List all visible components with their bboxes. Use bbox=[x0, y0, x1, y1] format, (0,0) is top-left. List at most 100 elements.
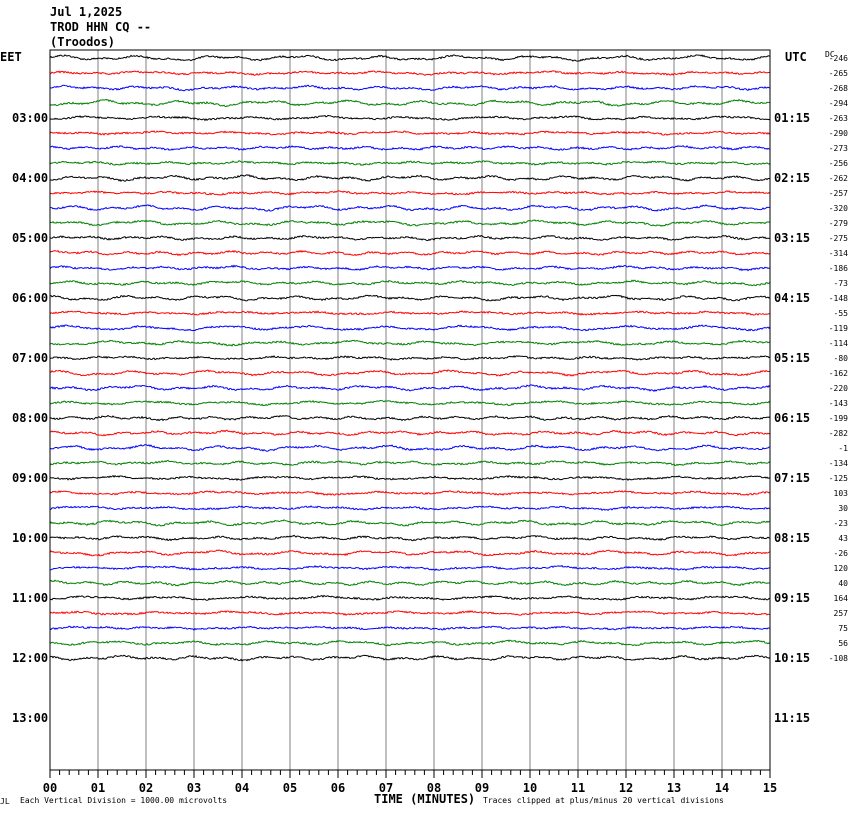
x-tick-label: 06 bbox=[331, 781, 345, 795]
dc-offset-value: -80 bbox=[834, 354, 849, 363]
dc-offset-value: 56 bbox=[838, 639, 848, 648]
dc-offset-value: -265 bbox=[829, 69, 848, 78]
dc-offset-value: -294 bbox=[829, 99, 848, 108]
plot-frame bbox=[49, 49, 771, 771]
dc-header-label: DC bbox=[825, 50, 835, 59]
x-tick-label: 11 bbox=[571, 781, 585, 795]
dc-offset-value: -134 bbox=[829, 459, 848, 468]
x-tick-label: 02 bbox=[139, 781, 153, 795]
x-tick-label: 03 bbox=[187, 781, 201, 795]
left-hour-label: 12:00 bbox=[12, 651, 48, 665]
trace-line bbox=[49, 324, 771, 332]
x-tick-label: 01 bbox=[91, 781, 105, 795]
trace-line bbox=[49, 70, 771, 76]
left-time-labels: 03:00 04:00 05:00 06:00 07:00 08:00 09:00 10:00… bbox=[12, 111, 48, 725]
trace-line bbox=[49, 234, 770, 242]
dc-offset-value: -314 bbox=[829, 249, 848, 258]
dc-offset-value: -256 bbox=[829, 159, 848, 168]
right-timezone-label: UTC bbox=[785, 50, 807, 64]
trace-line bbox=[49, 279, 771, 287]
time-gridlines bbox=[97, 50, 723, 770]
dc-offset-value: -114 bbox=[829, 339, 848, 348]
left-hour-label: 06:00 bbox=[12, 291, 48, 305]
right-hour-label: 04:15 bbox=[774, 291, 810, 305]
trace-line bbox=[49, 355, 771, 361]
station-code: TROD HHN CQ -- bbox=[50, 20, 152, 34]
x-tick-label: 13 bbox=[667, 781, 681, 795]
right-hour-label: 03:15 bbox=[774, 231, 810, 245]
dc-offset-labels: -246 -265 -268 -294 -263 -290 -273 -256 -262 -257… bbox=[829, 54, 848, 663]
right-hour-label: 11:15 bbox=[774, 711, 810, 725]
clip-note: Traces clipped at plus/minus 20 vertical… bbox=[483, 796, 724, 805]
plot-date: Jul 1,2025 bbox=[50, 5, 123, 19]
dc-offset-value: 164 bbox=[834, 594, 849, 603]
dc-offset-value: 30 bbox=[838, 504, 848, 513]
trace-line bbox=[49, 369, 771, 377]
dc-offset-value: 75 bbox=[838, 624, 848, 633]
dc-offset-value: -73 bbox=[834, 279, 849, 288]
trace-line bbox=[49, 310, 771, 316]
right-hour-label: 07:15 bbox=[774, 471, 810, 485]
trace-line bbox=[49, 444, 771, 452]
x-tick-label: 05 bbox=[283, 781, 297, 795]
trace-line bbox=[49, 204, 771, 212]
dc-offset-value: -1 bbox=[838, 444, 848, 453]
trace-line bbox=[49, 384, 771, 392]
trace-line bbox=[49, 219, 771, 227]
dc-offset-value: -268 bbox=[829, 84, 848, 93]
left-hour-label: 08:00 bbox=[12, 411, 48, 425]
dc-offset-value: -282 bbox=[829, 429, 848, 438]
trace-line bbox=[49, 98, 770, 108]
left-hour-label: 04:00 bbox=[12, 171, 48, 185]
left-hour-label: 11:00 bbox=[12, 591, 48, 605]
dc-offset-value: 103 bbox=[834, 489, 849, 498]
trace-line bbox=[49, 54, 771, 62]
dc-offset-value: -199 bbox=[829, 414, 848, 423]
left-hour-label: 10:00 bbox=[12, 531, 48, 545]
x-tick-label: 00 bbox=[43, 781, 57, 795]
dc-offset-value: -263 bbox=[829, 114, 848, 123]
x-tick-label: 12 bbox=[619, 781, 633, 795]
left-hour-label: 03:00 bbox=[12, 111, 48, 125]
trace-line bbox=[49, 534, 771, 542]
dc-offset-value: -257 bbox=[829, 189, 848, 198]
x-tick-label: 04 bbox=[235, 781, 249, 795]
scale-note: Each Vertical Division = 1000.00 microvo… bbox=[20, 796, 227, 805]
trace-line bbox=[49, 505, 771, 511]
trace-line bbox=[49, 114, 771, 122]
dc-offset-value: -320 bbox=[829, 204, 848, 213]
trace-line bbox=[49, 190, 771, 196]
dc-offset-value: -143 bbox=[829, 399, 848, 408]
trace-line bbox=[49, 610, 771, 616]
dc-offset-value: 40 bbox=[838, 579, 848, 588]
trace-line bbox=[49, 474, 771, 482]
trace-line bbox=[50, 429, 771, 437]
x-tick-label: 09 bbox=[475, 781, 489, 795]
x-tick-label: 10 bbox=[523, 781, 537, 795]
x-axis-title: TIME (MINUTES) bbox=[374, 792, 475, 806]
x-tick-label: 07 bbox=[379, 781, 393, 795]
trace-line bbox=[49, 400, 771, 407]
trace-line bbox=[49, 459, 771, 467]
dc-offset-value: -186 bbox=[829, 264, 848, 273]
right-hour-label: 02:15 bbox=[774, 171, 810, 185]
trace-line bbox=[49, 264, 771, 272]
dc-offset-value: -273 bbox=[829, 144, 848, 153]
dc-offset-value: 257 bbox=[834, 609, 849, 618]
corner-mark: JL bbox=[0, 797, 10, 806]
left-timezone-label: EET bbox=[0, 50, 22, 64]
right-hour-label: 08:15 bbox=[774, 531, 810, 545]
dc-offset-value: -162 bbox=[829, 369, 848, 378]
trace-line bbox=[49, 84, 771, 92]
trace-line bbox=[49, 564, 771, 571]
dc-offset-value: -290 bbox=[829, 129, 848, 138]
dc-offset-value: -262 bbox=[829, 174, 848, 183]
station-location: (Troodos) bbox=[50, 35, 116, 49]
dc-offset-value: -108 bbox=[829, 654, 848, 663]
time-axis: 00 01 02 03 04 05 06 07 08 09 10 11 12 13 14 15 bbox=[43, 770, 777, 795]
trace-line bbox=[49, 249, 771, 257]
trace-line bbox=[49, 549, 771, 557]
dc-offset-value: -279 bbox=[829, 219, 848, 228]
right-hour-label: 01:15 bbox=[774, 111, 810, 125]
